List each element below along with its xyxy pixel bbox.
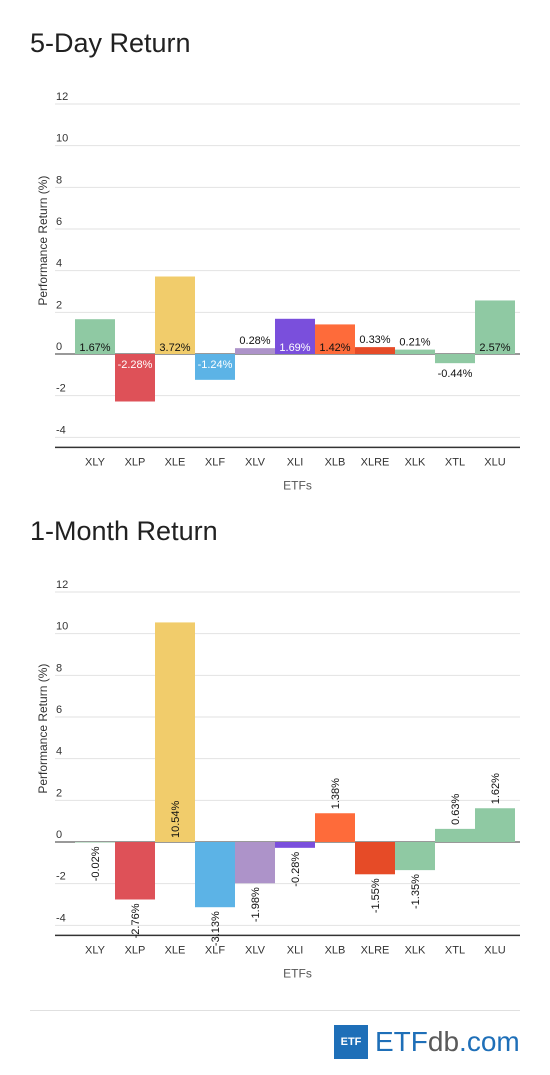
x-tick-label: XLU bbox=[484, 456, 505, 468]
y-tick-label: 4 bbox=[56, 746, 62, 758]
x-tick-label: XTL bbox=[445, 456, 465, 468]
x-tick-label: XLP bbox=[125, 944, 146, 956]
brand-db-text: db bbox=[427, 1026, 460, 1057]
y-axis-label: Performance Return (%) bbox=[36, 176, 50, 306]
bar-xlv bbox=[235, 348, 275, 354]
y-tick-label: 6 bbox=[56, 216, 62, 228]
data-label: -1.24% bbox=[198, 359, 233, 371]
bar-xlb bbox=[315, 324, 355, 354]
y-tick-label: 10 bbox=[56, 133, 68, 145]
y-tick-label: -4 bbox=[56, 424, 66, 436]
brand-etf-text: ETF bbox=[375, 1026, 428, 1057]
y-tick-label: 0 bbox=[56, 341, 62, 353]
data-label: 10.54% bbox=[170, 800, 182, 838]
x-tick-label: XLB bbox=[325, 456, 346, 468]
data-label: 0.28% bbox=[239, 335, 270, 347]
x-tick-label: XLU bbox=[484, 944, 505, 956]
bar-xlre bbox=[355, 347, 395, 354]
chart-1month-return: 12 10 8 6 4 2 0 -2 -4 Performance Return (%) XLY -0… bbox=[36, 579, 520, 980]
data-label: 1.67% bbox=[79, 342, 110, 354]
data-label: 1.62% bbox=[490, 773, 502, 804]
x-tick-label: XLF bbox=[205, 944, 225, 956]
y-tick-label: -2 bbox=[56, 383, 66, 395]
chart-title-5day: 5-Day Return bbox=[30, 28, 191, 58]
x-tick-label: XLB bbox=[325, 944, 346, 956]
data-label: -3.13% bbox=[210, 911, 222, 946]
y-tick-label: 4 bbox=[56, 258, 62, 270]
data-label: 3.72% bbox=[159, 342, 190, 354]
data-label: 1.69% bbox=[279, 342, 310, 354]
x-tick-label: XLK bbox=[405, 944, 426, 956]
data-label: 0.63% bbox=[450, 793, 462, 824]
footer-divider bbox=[30, 1010, 520, 1011]
chart-5day-return: 12 10 8 6 4 2 0 -2 -4 Performance Return (%) XLY 1.… bbox=[36, 91, 520, 492]
data-label: 1.42% bbox=[319, 342, 350, 354]
y-tick-label: 6 bbox=[56, 704, 62, 716]
x-tick-label: XTL bbox=[445, 944, 465, 956]
x-tick-label: XLY bbox=[85, 944, 106, 956]
bar-xly bbox=[75, 842, 115, 843]
data-label: 1.38% bbox=[330, 778, 342, 809]
bar-xlk bbox=[395, 842, 435, 871]
x-tick-label: XLI bbox=[287, 456, 304, 468]
x-tick-label: XLI bbox=[287, 944, 304, 956]
bar-xli bbox=[275, 318, 315, 354]
etfdb-logo-mark: ETF bbox=[334, 1025, 368, 1059]
y-tick-label: -4 bbox=[56, 912, 66, 924]
x-tick-label: XLE bbox=[165, 944, 186, 956]
x-tick-label: XLRE bbox=[361, 456, 390, 468]
x-axis-label: ETFs bbox=[283, 966, 312, 980]
bar-xlv bbox=[235, 842, 275, 884]
y-tick-label: 10 bbox=[56, 621, 68, 633]
bar-xlp bbox=[115, 354, 155, 402]
bar-xli bbox=[275, 842, 315, 848]
y-tick-label: 12 bbox=[56, 579, 68, 591]
data-label: -1.55% bbox=[370, 878, 382, 913]
data-label: -0.28% bbox=[290, 852, 302, 887]
chart-title-1month: 1-Month Return bbox=[30, 516, 218, 546]
y-tick-label: 2 bbox=[56, 787, 62, 799]
bar-xle bbox=[155, 622, 195, 842]
x-axis-label: ETFs bbox=[283, 478, 312, 492]
x-tick-label: XLV bbox=[245, 456, 266, 468]
y-tick-label: 8 bbox=[56, 174, 62, 186]
x-tick-label: XLY bbox=[85, 456, 106, 468]
y-tick-label: 0 bbox=[56, 829, 62, 841]
data-label: -2.76% bbox=[130, 903, 142, 938]
etfdb-wordmark: ETFdb.com bbox=[375, 1025, 520, 1059]
bar-xtl bbox=[435, 354, 475, 364]
brand-com-text: .com bbox=[459, 1026, 520, 1057]
data-label: -1.98% bbox=[250, 887, 262, 922]
bar-xlu bbox=[475, 808, 515, 842]
y-tick-label: -2 bbox=[56, 871, 66, 883]
bar-xlre bbox=[355, 842, 395, 875]
bar-xle bbox=[155, 276, 195, 354]
bar-xlf bbox=[195, 842, 235, 908]
data-label: -1.35% bbox=[410, 874, 422, 909]
y-axis-label: Performance Return (%) bbox=[36, 664, 50, 794]
y-tick-label: 8 bbox=[56, 662, 62, 674]
bar-xly bbox=[75, 319, 115, 354]
bar-xlf bbox=[195, 354, 235, 380]
y-tick-label: 12 bbox=[56, 91, 68, 103]
bar-xlp bbox=[115, 842, 155, 900]
data-label: -0.02% bbox=[90, 846, 102, 881]
bar-xlb bbox=[315, 813, 355, 842]
bar-xlk bbox=[395, 349, 435, 354]
x-tick-label: XLK bbox=[405, 456, 426, 468]
x-tick-label: XLRE bbox=[361, 944, 390, 956]
etfdb-logo[interactable]: ETF ETFdb.com bbox=[334, 1025, 520, 1059]
data-label: 0.21% bbox=[399, 337, 430, 349]
data-label: -0.44% bbox=[438, 368, 473, 380]
x-tick-label: XLV bbox=[245, 944, 266, 956]
x-tick-label: XLE bbox=[165, 456, 186, 468]
bar-xtl bbox=[435, 828, 475, 842]
data-label: 0.33% bbox=[359, 334, 390, 346]
bar-xlu bbox=[475, 300, 515, 354]
data-label: -2.28% bbox=[118, 359, 153, 371]
data-label: 2.57% bbox=[479, 342, 510, 354]
y-tick-label: 2 bbox=[56, 299, 62, 311]
x-tick-label: XLF bbox=[205, 456, 225, 468]
x-tick-label: XLP bbox=[125, 456, 146, 468]
